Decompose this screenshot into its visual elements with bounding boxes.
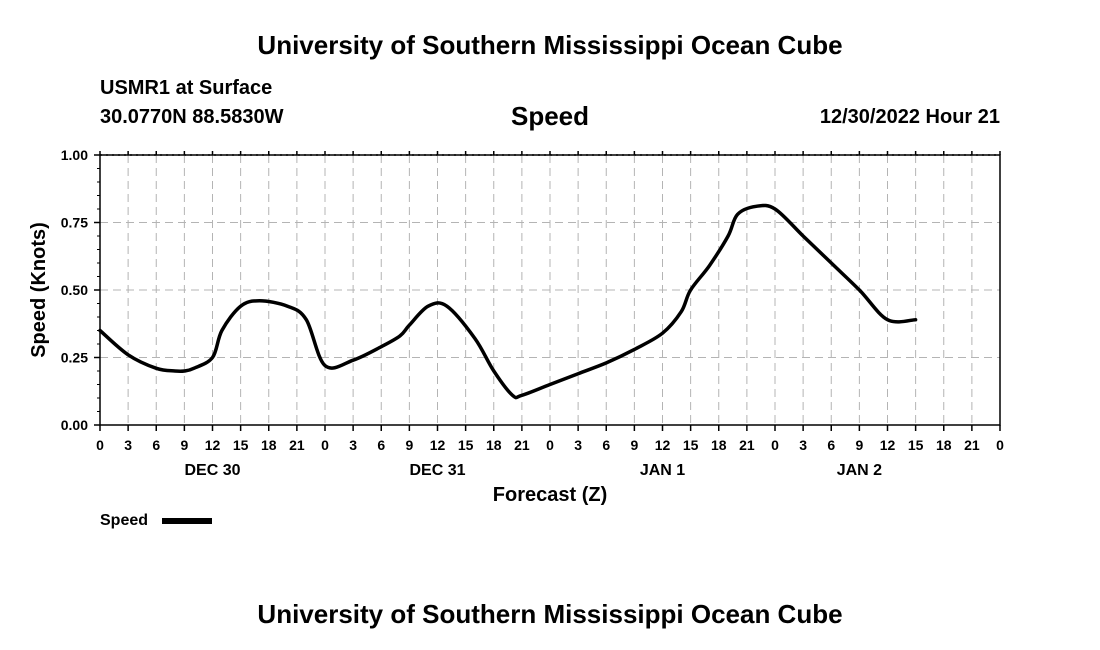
x-tick-label: 18 bbox=[711, 437, 727, 453]
x-tick-label: 0 bbox=[771, 437, 779, 453]
x-tick-label: 3 bbox=[124, 437, 132, 453]
x-date-label: DEC 31 bbox=[409, 462, 465, 479]
x-tick-label: 12 bbox=[655, 437, 671, 453]
x-tick-label: 3 bbox=[574, 437, 582, 453]
coordinates-label: 30.0770N 88.5830W bbox=[100, 106, 284, 128]
x-tick-label: 0 bbox=[321, 437, 329, 453]
y-tick-label: 0.25 bbox=[61, 350, 88, 366]
x-tick-label: 9 bbox=[855, 437, 863, 453]
x-tick-label: 0 bbox=[996, 437, 1004, 453]
x-date-label: DEC 30 bbox=[184, 462, 240, 479]
legend-label: Speed bbox=[100, 512, 148, 529]
x-tick-label: 0 bbox=[546, 437, 554, 453]
x-tick-label: 12 bbox=[880, 437, 896, 453]
x-axis-label: Forecast (Z) bbox=[493, 484, 607, 506]
x-tick-label: 21 bbox=[739, 437, 755, 453]
page-title: University of Southern Mississippi Ocean… bbox=[257, 30, 843, 60]
x-tick-label: 6 bbox=[827, 437, 835, 453]
x-tick-label: 18 bbox=[261, 437, 277, 453]
x-tick-label: 9 bbox=[180, 437, 188, 453]
x-tick-label: 21 bbox=[964, 437, 980, 453]
chart-title: Speed bbox=[510, 101, 590, 131]
x-tick-label: 6 bbox=[377, 437, 385, 453]
y-tick-label: 0.50 bbox=[61, 282, 88, 298]
x-tick-label: 3 bbox=[349, 437, 357, 453]
x-tick-label: 9 bbox=[405, 437, 413, 453]
x-tick-label: 6 bbox=[602, 437, 610, 453]
x-tick-label: 21 bbox=[289, 437, 305, 453]
x-tick-label: 18 bbox=[486, 437, 502, 453]
y-tick-label: 0.00 bbox=[61, 417, 88, 433]
x-tick-label: 18 bbox=[936, 437, 952, 453]
x-tick-label: 15 bbox=[233, 437, 249, 453]
x-tick-label: 21 bbox=[514, 437, 530, 453]
datetime-label: 12/30/2022 Hour 21 bbox=[819, 106, 1000, 128]
y-tick-label: 0.75 bbox=[61, 215, 88, 231]
x-tick-label: 12 bbox=[205, 437, 221, 453]
x-tick-label: 15 bbox=[683, 437, 699, 453]
x-tick-label: 15 bbox=[908, 437, 924, 453]
station-label: USMR1 at Surface bbox=[100, 77, 273, 99]
x-tick-label: 15 bbox=[458, 437, 474, 453]
x-tick-label: 9 bbox=[630, 437, 638, 453]
x-tick-label: 6 bbox=[152, 437, 160, 453]
axis-layer: 0.00 0.25 0.50 0.75 1.00 0 3 6 9 12 15 18 21 0 3 6 9 12 15… bbox=[61, 147, 1004, 479]
series-line-speed bbox=[98, 203, 918, 400]
y-axis-label: Speed (Knots) bbox=[28, 222, 50, 358]
x-tick-label: 3 bbox=[799, 437, 807, 453]
footer-title: University of Southern Mississippi Ocean… bbox=[257, 599, 843, 629]
x-tick-label: 12 bbox=[430, 437, 446, 453]
x-date-label: JAN 1 bbox=[640, 462, 685, 479]
x-tick-label: 0 bbox=[96, 437, 104, 453]
y-tick-label: 1.00 bbox=[61, 147, 88, 163]
x-date-label: JAN 2 bbox=[837, 462, 882, 479]
